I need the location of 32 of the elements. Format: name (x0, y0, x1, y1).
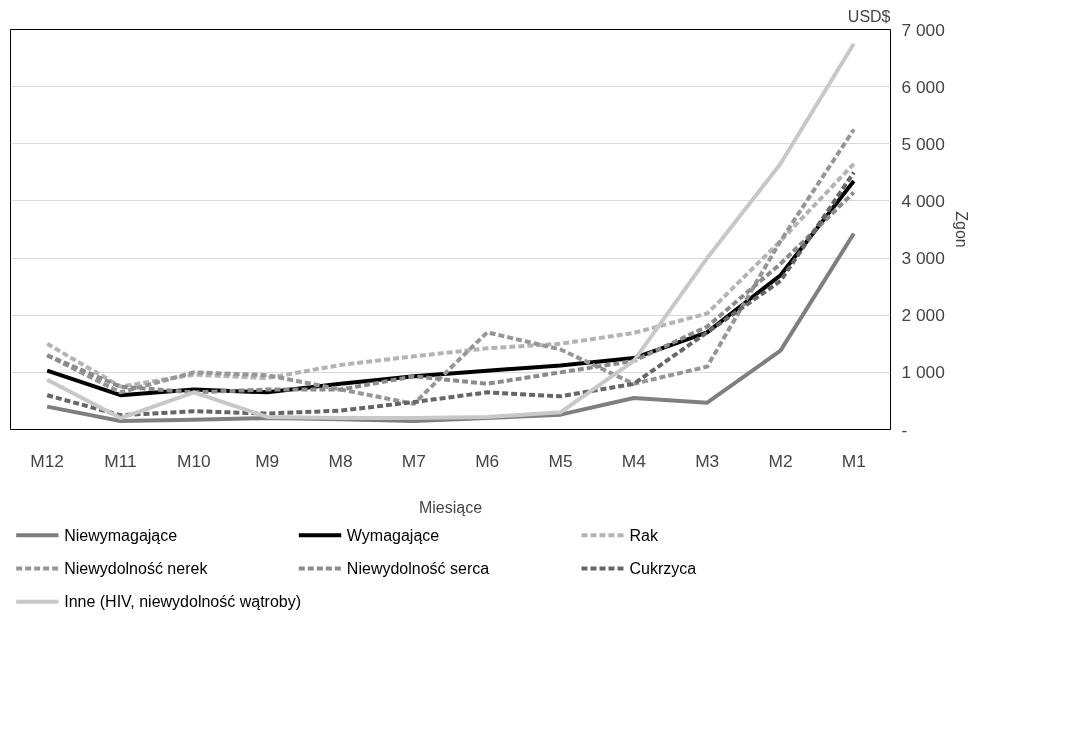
legend-label: Niewydolność serca (346, 560, 490, 577)
legend-label: Niewydolność nerek (64, 560, 209, 577)
y-tick-label: 6 000 (901, 76, 945, 97)
y-tick-label: 3 000 (901, 248, 945, 269)
x-tick-label: M4 (621, 450, 647, 471)
x-tick-label: M12 (30, 450, 65, 471)
x-axis-title: Miesiące (418, 498, 483, 516)
x-tick-label: M8 (328, 450, 353, 471)
x-tick-label: M1 (841, 450, 866, 471)
y-tick-label: 7 000 (901, 19, 945, 40)
line-series (45, 127, 856, 406)
x-tick-label: M6 (475, 450, 500, 471)
legend-label: Cukrzyca (629, 560, 697, 577)
legend-label: Rak (629, 526, 659, 544)
x-tick-label: M10 (176, 450, 211, 471)
x-tick-label: M11 (104, 450, 137, 471)
y-tick-label: 2 000 (901, 305, 945, 326)
x-tick-label: M3 (695, 450, 720, 471)
y-tick-label: 5 000 (901, 133, 945, 154)
text: USD$ (847, 7, 891, 25)
y-tick-label: 4 000 (901, 190, 945, 211)
x-tick-label: M2 (768, 450, 793, 471)
x-tick-label: M7 (401, 450, 426, 471)
line-series (45, 41, 856, 421)
y-tick-label: - (901, 419, 908, 440)
legend-label: Wymagające (346, 526, 440, 544)
y-tick-label: 1 000 (901, 362, 945, 383)
x-tick-label: M5 (548, 450, 573, 471)
legend-label: Niewymagające (64, 526, 178, 544)
y-axis-title: Zgon (952, 211, 970, 248)
x-tick-label: M9 (255, 450, 280, 471)
legend-label: Inne (HIV, niewydolność wątroby) (64, 593, 302, 611)
